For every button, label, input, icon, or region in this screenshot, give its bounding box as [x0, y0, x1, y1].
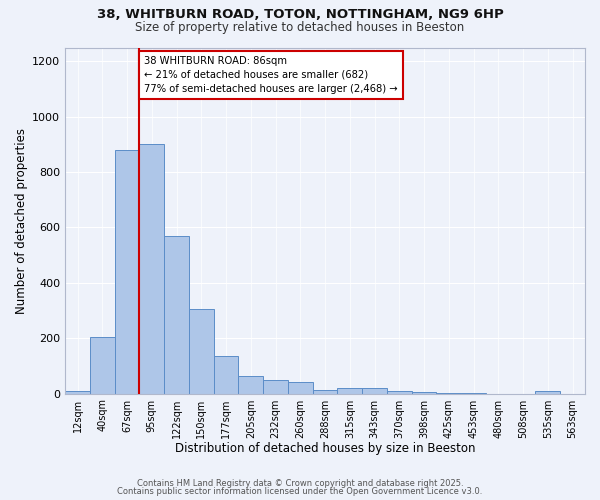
- Bar: [189, 309, 214, 394]
- Bar: [461, 393, 486, 394]
- Bar: [535, 392, 560, 394]
- Text: Contains HM Land Registry data © Crown copyright and database right 2025.: Contains HM Land Registry data © Crown c…: [137, 478, 463, 488]
- Bar: [90, 337, 115, 394]
- Text: Size of property relative to detached houses in Beeston: Size of property relative to detached ho…: [136, 21, 464, 34]
- Text: Contains public sector information licensed under the Open Government Licence v3: Contains public sector information licen…: [118, 487, 482, 496]
- Bar: [139, 144, 164, 394]
- Y-axis label: Number of detached properties: Number of detached properties: [15, 128, 28, 314]
- X-axis label: Distribution of detached houses by size in Beeston: Distribution of detached houses by size …: [175, 442, 475, 455]
- Bar: [288, 382, 313, 394]
- Text: 38 WHITBURN ROAD: 86sqm
← 21% of detached houses are smaller (682)
77% of semi-d: 38 WHITBURN ROAD: 86sqm ← 21% of detache…: [145, 56, 398, 94]
- Text: 38, WHITBURN ROAD, TOTON, NOTTINGHAM, NG9 6HP: 38, WHITBURN ROAD, TOTON, NOTTINGHAM, NG…: [97, 8, 503, 20]
- Bar: [65, 391, 90, 394]
- Bar: [313, 390, 337, 394]
- Bar: [412, 392, 436, 394]
- Bar: [337, 388, 362, 394]
- Bar: [238, 376, 263, 394]
- Bar: [263, 380, 288, 394]
- Bar: [362, 388, 387, 394]
- Bar: [115, 150, 139, 394]
- Bar: [387, 392, 412, 394]
- Bar: [164, 236, 189, 394]
- Bar: [436, 393, 461, 394]
- Bar: [214, 356, 238, 394]
